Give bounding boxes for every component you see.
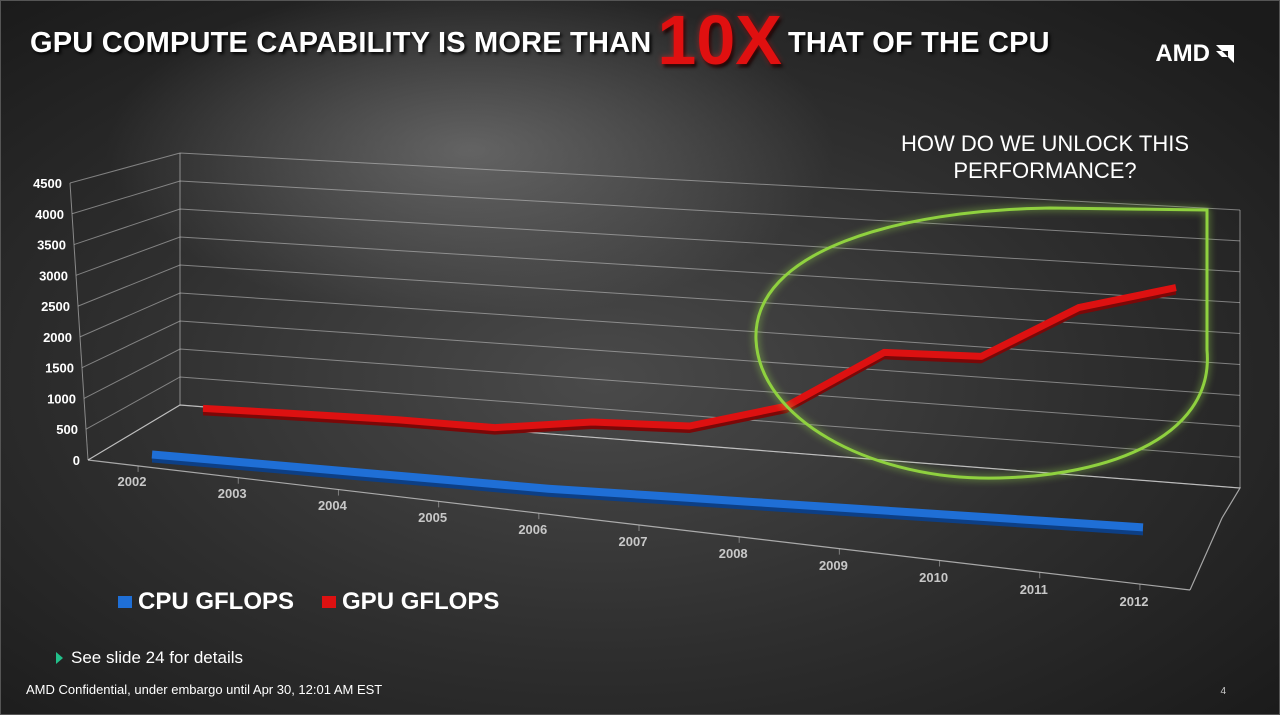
y-tick-label: 2000 [43,330,72,345]
gridline [79,292,1241,365]
gpu-series-ribbon [202,284,1177,432]
gridline [71,180,1241,242]
x-tick-label: 2010 [919,570,948,585]
x-tick-label: 2002 [118,474,147,489]
callout-line-1: HOW DO WE UNLOCK THIS [900,131,1190,156]
x-tick-label: 2009 [819,558,848,573]
slide-title: GPU COMPUTE CAPABILITY IS MORE THAN 10X … [30,1,1050,79]
callout-ring [754,206,1209,480]
y-tick-label: 1500 [45,361,74,376]
legend-swatch-gpu [322,596,337,608]
floor-outline [87,404,1242,591]
legend-item-gpu: GPU GFLOPS [322,588,499,616]
amd-logo: AMD [1155,40,1236,68]
y-axis-line [69,182,89,461]
x-tick-label: 2003 [218,486,247,501]
x-tick-label: 2007 [619,534,648,549]
cpu-series-ribbon [151,450,1144,532]
x-tick-label: 2011 [1020,582,1048,597]
triangle-bullet-icon [56,652,63,664]
details-note-text: See slide 24 for details [71,648,243,667]
y-tick-label: 3000 [39,268,68,283]
x-tick-label: 2004 [318,498,348,513]
chart-legend: CPU GFLOPS GPU GFLOPS [118,588,499,616]
legend-label-cpu: CPU GFLOPS [138,588,295,615]
callout-line-2: PERFORMANCE? [953,158,1137,183]
y-tick-label: 4000 [35,207,64,222]
gridline [77,264,1241,335]
y-tick-label: 2500 [41,299,70,314]
legend-swatch-cpu [118,596,132,608]
y-tick-label: 4500 [33,176,62,191]
gridline [73,208,1241,273]
y-tick-label: 0 [73,453,80,468]
chart-plot-area: 0 500 1000 1500 2000 2500 3000 3500 4000 4500 2002… [33,152,1242,609]
title-highlight: 10X [657,1,782,79]
details-note: See slide 24 for details [56,648,243,668]
y-tick-label: 3500 [37,238,66,253]
gpu-series-ribbon-side [203,287,1176,435]
footer-confidential: AMD Confidential, under embargo until Ap… [26,682,383,697]
title-part-2: THAT OF THE CPU [787,26,1050,59]
x-tick-label: 2006 [518,522,547,537]
amd-logo-text: AMD [1155,40,1210,67]
y-tick-label: 500 [56,422,78,437]
page-number: 4 [1220,686,1226,697]
performance-callout: HOW DO WE UNLOCK THIS PERFORMANCE? [880,130,1210,184]
x-tick-label: 2012 [1120,594,1149,609]
legend-item-cpu: CPU GFLOPS [118,588,294,616]
x-tick-label: 2005 [418,510,447,525]
title-part-1: GPU COMPUTE CAPABILITY IS MORE THAN [30,26,652,59]
y-tick-label: 1000 [47,391,76,406]
amd-arrow-icon [1216,45,1234,63]
legend-label-gpu: GPU GFLOPS [342,588,500,615]
x-tick-label: 2008 [719,546,748,561]
